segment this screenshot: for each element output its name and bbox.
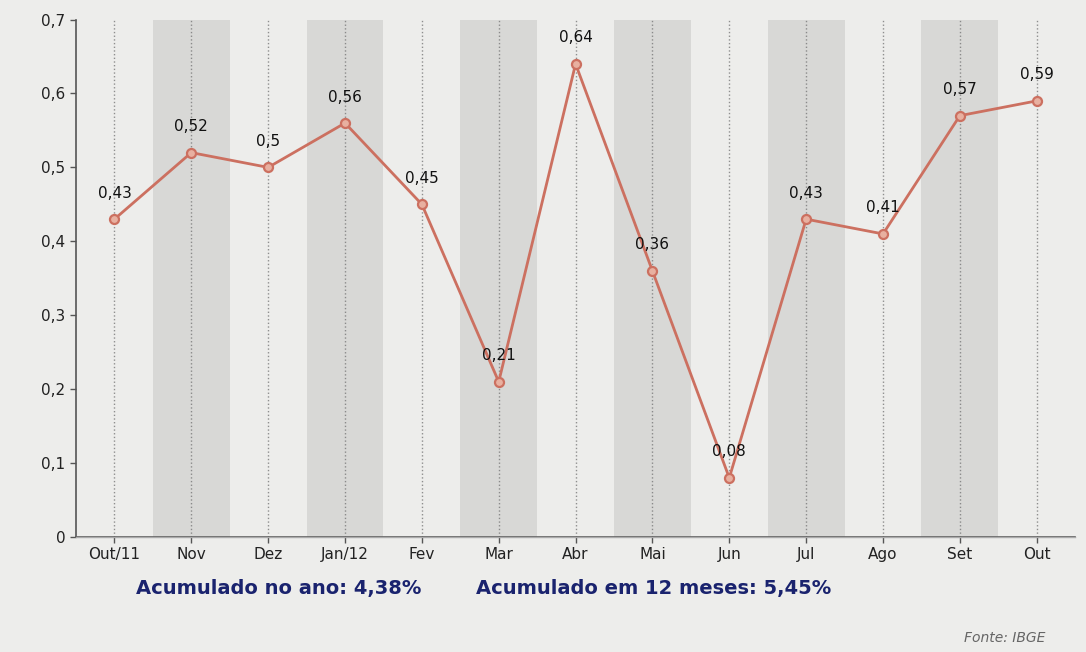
Bar — [306, 20, 383, 537]
Text: 0,41: 0,41 — [867, 200, 900, 215]
Text: 0,45: 0,45 — [405, 171, 439, 186]
Bar — [921, 20, 998, 537]
Text: 0,43: 0,43 — [790, 186, 823, 201]
Text: 0,56: 0,56 — [328, 89, 362, 104]
Text: 0,57: 0,57 — [943, 82, 976, 97]
Bar — [383, 20, 460, 537]
Bar — [845, 20, 921, 537]
Text: Acumulado em 12 meses: 5,45%: Acumulado em 12 meses: 5,45% — [476, 579, 831, 599]
Text: Fonte: IBGE: Fonte: IBGE — [963, 631, 1045, 645]
Bar — [538, 20, 614, 537]
Bar — [614, 20, 691, 537]
Text: 0,52: 0,52 — [175, 119, 209, 134]
Bar — [691, 20, 768, 537]
Bar — [76, 20, 153, 537]
Bar — [230, 20, 306, 537]
Text: 0,64: 0,64 — [558, 31, 593, 46]
Bar — [998, 20, 1075, 537]
Text: 0,43: 0,43 — [98, 186, 131, 201]
Bar — [153, 20, 230, 537]
Text: Acumulado no ano: 4,38%: Acumulado no ano: 4,38% — [136, 579, 421, 599]
Bar — [768, 20, 845, 537]
Text: 0,5: 0,5 — [256, 134, 280, 149]
Text: 0,36: 0,36 — [635, 237, 669, 252]
Text: 0,59: 0,59 — [1020, 67, 1053, 82]
Text: 0,21: 0,21 — [482, 348, 516, 363]
Text: 0,08: 0,08 — [712, 445, 746, 460]
Bar — [998, 20, 1075, 537]
Bar — [460, 20, 538, 537]
